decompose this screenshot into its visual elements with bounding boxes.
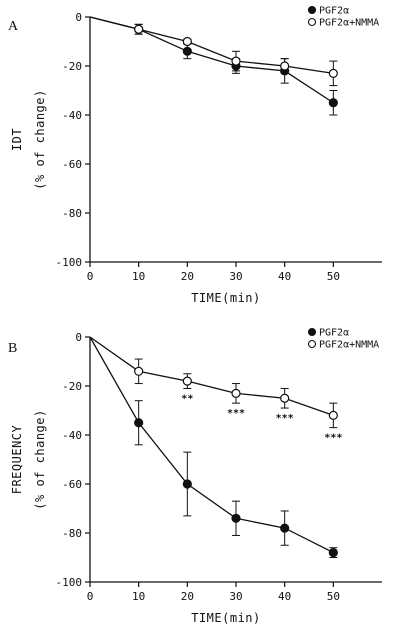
x-tick-label: 50: [327, 590, 340, 603]
data-point-open: [328, 410, 338, 420]
y-axis-subtitle: (% of change): [33, 409, 47, 509]
x-tick-label: 50: [327, 270, 340, 283]
series-line-1: [89, 16, 334, 74]
y-tick-label: -20: [62, 380, 82, 393]
data-point-filled: [182, 46, 192, 56]
data-point-filled: [328, 98, 338, 108]
data-point-open: [182, 376, 192, 386]
data-point-open: [231, 388, 241, 398]
panel-letter: B: [8, 341, 17, 356]
data-point-open: [280, 61, 290, 71]
data-point-open: [280, 393, 290, 403]
data-point-open: [231, 56, 241, 66]
x-tick-label: 10: [132, 590, 145, 603]
y-tick-label: -40: [62, 429, 82, 442]
legend-label: PGF2α+NMMA: [319, 18, 379, 29]
data-point-filled: [328, 547, 338, 558]
series-line-0: [89, 336, 334, 554]
y-tick-label: 0: [75, 11, 82, 24]
series-line-0: [89, 16, 334, 104]
x-axis-title: TIME(min): [191, 611, 261, 625]
panel-a: A 0 -20 -40 -60 -80 -100 0 10 20 30 40 50 TIME(min) ID…: [8, 5, 382, 305]
legend-marker: [307, 339, 317, 349]
y-tick-label: 0: [75, 331, 82, 344]
x-tick-label: 0: [87, 270, 94, 283]
x-tick-label: 20: [181, 270, 194, 283]
panel-b: B 0 -20 -40 -60 -80 -100 0 10 20 30 40 50 TIME(min) FR…: [8, 327, 382, 625]
legend-marker: [307, 327, 317, 337]
y-tick-label: -100: [56, 576, 83, 589]
significance-marker: ***: [324, 433, 342, 444]
x-tick-label: 30: [229, 590, 242, 603]
y-axis-title: IDT: [10, 128, 24, 151]
y-tick-label: -40: [62, 109, 82, 122]
data-point-open: [182, 36, 192, 47]
x-tick-label: 0: [87, 590, 94, 603]
legend-marker: [307, 17, 317, 27]
y-tick-label: -80: [62, 207, 82, 220]
significance-marker: ***: [276, 413, 294, 424]
data-point-filled: [182, 479, 192, 489]
y-tick-label: -80: [62, 527, 82, 540]
data-point-open: [134, 366, 144, 376]
x-tick-label: 40: [278, 270, 291, 283]
y-axis-title: FREQUENCY: [10, 424, 24, 494]
x-tick-label: 10: [132, 270, 145, 283]
x-tick-label: 30: [229, 270, 242, 283]
y-tick-label: -60: [62, 478, 82, 491]
significance-marker: ***: [227, 408, 245, 419]
legend-label: PGF2α: [319, 6, 349, 17]
panel-letter: A: [8, 19, 19, 34]
legend-label: PGF2α: [319, 328, 349, 339]
y-axis-subtitle: (% of change): [33, 89, 47, 189]
data-point-open: [328, 68, 338, 78]
legend-marker: [307, 5, 317, 15]
x-tick-label: 20: [181, 590, 194, 603]
significance-marker: **: [181, 393, 193, 404]
y-tick-label: -20: [62, 60, 82, 73]
y-tick-label: -100: [56, 256, 83, 269]
y-tick-label: -60: [62, 158, 82, 171]
data-point-filled: [231, 513, 241, 523]
data-point-open: [134, 24, 144, 34]
data-point-filled: [280, 523, 290, 533]
legend-label: PGF2α+NMMA: [319, 340, 379, 351]
series-line-1: [89, 336, 334, 417]
x-tick-label: 40: [278, 590, 291, 603]
data-point-filled: [134, 418, 144, 428]
x-axis-title: TIME(min): [191, 291, 261, 305]
